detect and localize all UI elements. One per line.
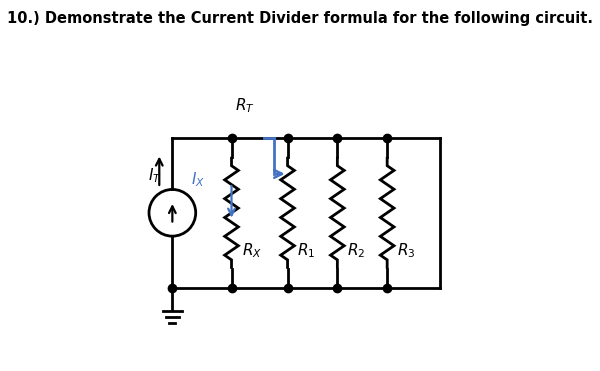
Text: $I_T$: $I_T$ <box>148 166 162 185</box>
Text: $R_3$: $R_3$ <box>397 241 415 259</box>
Text: $R_2$: $R_2$ <box>347 241 365 259</box>
Text: $R_X$: $R_X$ <box>242 241 262 259</box>
Text: $R_1$: $R_1$ <box>297 241 315 259</box>
Text: $R_T$: $R_T$ <box>235 96 255 115</box>
Text: $I_X$: $I_X$ <box>191 171 205 190</box>
Text: 10.) Demonstrate the Current Divider formula for the following circuit.: 10.) Demonstrate the Current Divider for… <box>7 11 593 26</box>
